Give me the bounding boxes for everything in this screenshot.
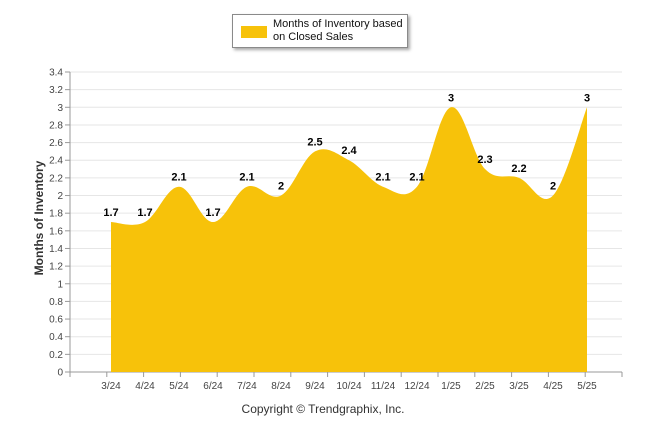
- data-label: 2.4: [341, 145, 357, 157]
- data-labels: 1.7 1.7 2.1 1.7 2.1 2 2.5 2.4 2.1 2.1 3 2.3 2.2 2 3: [103, 92, 590, 219]
- x-tick-label: 12/24: [404, 381, 429, 392]
- y-tick-label: 1.4: [49, 244, 63, 255]
- area-series-months-of-inventory: [111, 107, 587, 373]
- data-label: 2.1: [239, 172, 254, 184]
- y-tick-label: 0: [57, 368, 63, 379]
- data-label: 2.1: [171, 172, 186, 184]
- y-tick-label: 2: [57, 191, 63, 202]
- y-tick-label: 0.2: [49, 350, 63, 361]
- x-tick-label: 10/24: [336, 381, 361, 392]
- y-tick-label: 0.8: [49, 297, 63, 308]
- copyright-footer: Copyright © Trendgraphix, Inc.: [241, 402, 405, 416]
- x-tick-label: 1/25: [441, 381, 461, 392]
- x-tick-label: 4/24: [135, 381, 155, 392]
- data-label: 2.2: [511, 163, 526, 175]
- x-tick-label: 2/25: [475, 381, 495, 392]
- x-tick-label: 9/24: [305, 381, 325, 392]
- y-tick-label: 2.8: [49, 120, 63, 131]
- x-tick-label: 11/24: [371, 381, 396, 392]
- x-axis-ticks: 3/24 4/24 5/24 6/24 7/24 8/24 9/24 10/24 11/24 12…: [69, 371, 623, 392]
- data-label: 3: [584, 92, 590, 104]
- data-label: 2: [550, 181, 556, 193]
- x-tick-label: 5/25: [577, 381, 597, 392]
- y-tick-label: 2.4: [49, 156, 63, 167]
- data-label: 2.1: [409, 172, 424, 184]
- data-label: 2.3: [477, 154, 492, 166]
- x-tick-label: 6/24: [203, 381, 223, 392]
- legend-label: Months of Inventory based on Closed Sale…: [273, 18, 403, 43]
- data-label: 1.7: [137, 207, 152, 219]
- legend: Months of Inventory based on Closed Sale…: [232, 14, 408, 48]
- y-tick-label: 2.2: [49, 173, 63, 184]
- y-tick-label: 1: [57, 279, 63, 290]
- y-axis-ticks: 0 0.2 0.4 0.6 0.8 1 1.2 1.4 1.6 1.8 2 2.2 2.4 2.6 2.8 3…: [49, 68, 70, 379]
- legend-swatch: [241, 26, 267, 38]
- y-tick-label: 1.2: [49, 262, 63, 273]
- x-tick-label: 4/25: [543, 381, 563, 392]
- y-tick-label: 3.4: [49, 68, 63, 79]
- data-label: 2.1: [375, 172, 390, 184]
- data-label: 3: [448, 92, 454, 104]
- y-tick-label: 1.8: [49, 209, 63, 220]
- x-tick-label: 8/24: [271, 381, 291, 392]
- y-tick-label: 1.6: [49, 226, 63, 237]
- series-area: [110, 107, 588, 373]
- x-tick-label: 5/24: [169, 381, 189, 392]
- y-tick-label: 0.6: [49, 315, 63, 326]
- y-axis-label: Months of Inventory: [32, 160, 46, 275]
- x-tick-label: 3/24: [101, 381, 121, 392]
- x-tick-label: 3/25: [509, 381, 529, 392]
- y-tick-label: 3: [57, 103, 63, 114]
- y-tick-label: 3.2: [49, 85, 63, 96]
- data-label: 1.7: [103, 207, 118, 219]
- data-label: 1.7: [205, 207, 220, 219]
- x-tick-label: 7/24: [237, 381, 257, 392]
- y-tick-label: 2.6: [49, 138, 63, 149]
- data-label: 2.5: [307, 136, 322, 148]
- data-label: 2: [278, 181, 284, 193]
- y-tick-label: 0.4: [49, 332, 63, 343]
